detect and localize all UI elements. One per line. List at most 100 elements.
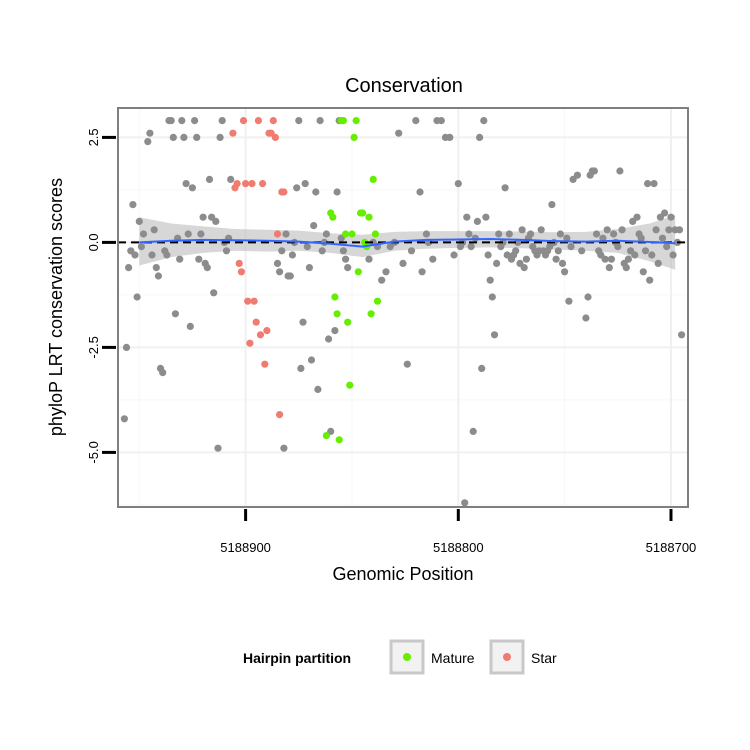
point-other-10 bbox=[144, 138, 152, 146]
y-tick-label-0: 2.5 bbox=[86, 128, 101, 146]
point-other-191 bbox=[644, 180, 652, 188]
point-other-178 bbox=[616, 167, 624, 175]
point-other-50 bbox=[273, 259, 282, 267]
point-other-99 bbox=[429, 255, 437, 263]
point-mature-4 bbox=[333, 310, 341, 318]
point-other-39 bbox=[205, 175, 214, 183]
x-tick-label-1: 5188800 bbox=[433, 540, 484, 555]
point-other-31 bbox=[188, 184, 196, 192]
point-other-123 bbox=[493, 259, 501, 267]
point-other-52 bbox=[278, 247, 286, 255]
point-other-77 bbox=[333, 188, 341, 196]
point-other-5 bbox=[131, 251, 139, 259]
point-other-151 bbox=[552, 255, 560, 263]
point-mature-7 bbox=[339, 117, 347, 125]
point-other-172 bbox=[603, 226, 611, 234]
point-other-104 bbox=[450, 251, 458, 259]
point-other-7 bbox=[135, 217, 143, 225]
legend-title: Hairpin partition bbox=[243, 650, 351, 666]
point-other-28 bbox=[182, 180, 190, 188]
point-other-163 bbox=[584, 293, 592, 301]
chart-title: Conservation bbox=[345, 75, 463, 97]
point-other-144 bbox=[537, 226, 545, 234]
legend-label-mature: Mature bbox=[431, 650, 475, 666]
point-other-8 bbox=[137, 243, 145, 251]
point-other-19 bbox=[163, 251, 171, 259]
point-star-2 bbox=[233, 180, 241, 188]
point-other-95 bbox=[416, 188, 424, 196]
point-other-43 bbox=[214, 444, 222, 452]
point-other-195 bbox=[652, 226, 660, 234]
point-other-59 bbox=[293, 184, 301, 192]
point-other-9 bbox=[139, 230, 148, 238]
point-other-90 bbox=[395, 129, 403, 137]
point-other-167 bbox=[592, 230, 601, 238]
point-other-60 bbox=[295, 117, 303, 125]
point-mature-22 bbox=[371, 230, 379, 238]
point-other-122 bbox=[490, 331, 499, 339]
point-other-116 bbox=[478, 364, 486, 372]
point-other-51 bbox=[276, 268, 284, 276]
point-other-109 bbox=[463, 213, 471, 221]
point-other-4 bbox=[129, 201, 137, 209]
point-other-56 bbox=[286, 272, 294, 280]
point-other-69 bbox=[314, 385, 322, 393]
point-other-206 bbox=[675, 226, 684, 234]
point-other-127 bbox=[501, 184, 509, 192]
point-mature-19 bbox=[365, 213, 373, 221]
point-star-22 bbox=[276, 411, 284, 419]
point-other-162 bbox=[582, 314, 590, 322]
point-other-120 bbox=[486, 276, 494, 284]
point-other-32 bbox=[191, 117, 199, 125]
point-other-166 bbox=[590, 167, 599, 175]
point-other-12 bbox=[148, 251, 156, 259]
point-other-154 bbox=[558, 259, 567, 267]
x-tick-label-2: 5188700 bbox=[646, 540, 697, 555]
point-other-15 bbox=[154, 272, 162, 280]
point-mature-8 bbox=[342, 230, 350, 238]
point-star-3 bbox=[235, 259, 243, 267]
point-mature-16 bbox=[359, 209, 367, 217]
point-mature-2 bbox=[329, 213, 337, 221]
point-other-27 bbox=[180, 133, 188, 141]
point-other-201 bbox=[665, 226, 673, 234]
point-other-86 bbox=[378, 276, 386, 284]
point-other-83 bbox=[365, 255, 373, 263]
point-other-186 bbox=[633, 213, 641, 221]
point-other-196 bbox=[654, 259, 662, 267]
point-other-53 bbox=[280, 444, 288, 452]
point-other-173 bbox=[605, 264, 613, 272]
point-other-45 bbox=[218, 117, 226, 125]
point-star-4 bbox=[237, 268, 245, 276]
point-other-34 bbox=[195, 255, 203, 263]
point-other-71 bbox=[318, 247, 326, 255]
point-other-81 bbox=[342, 255, 350, 263]
point-mature-5 bbox=[335, 436, 343, 444]
legend-key-mature bbox=[389, 639, 425, 675]
point-mature-11 bbox=[348, 230, 356, 238]
point-other-35 bbox=[197, 230, 205, 238]
point-other-174 bbox=[607, 255, 616, 263]
point-other-65 bbox=[305, 264, 313, 272]
point-other-129 bbox=[505, 230, 513, 238]
point-other-14 bbox=[152, 264, 160, 272]
point-other-82 bbox=[344, 264, 352, 272]
point-other-112 bbox=[469, 427, 477, 435]
smooth-line bbox=[139, 237, 676, 248]
point-other-185 bbox=[631, 251, 639, 259]
point-star-15 bbox=[261, 360, 269, 368]
point-other-124 bbox=[495, 230, 503, 238]
point-mature-13 bbox=[352, 117, 360, 125]
legend-entry-mature: Mature bbox=[389, 639, 475, 675]
point-other-23 bbox=[171, 310, 179, 318]
point-other-182 bbox=[624, 255, 633, 263]
point-other-170 bbox=[599, 234, 607, 242]
point-other-114 bbox=[473, 217, 481, 225]
point-other-67 bbox=[310, 222, 318, 230]
point-other-33 bbox=[193, 133, 201, 141]
point-other-68 bbox=[312, 188, 320, 196]
x-axis: 5188900 5188800 5188700 bbox=[220, 509, 696, 555]
point-other-97 bbox=[422, 230, 430, 238]
legend-dot-star bbox=[503, 653, 511, 661]
